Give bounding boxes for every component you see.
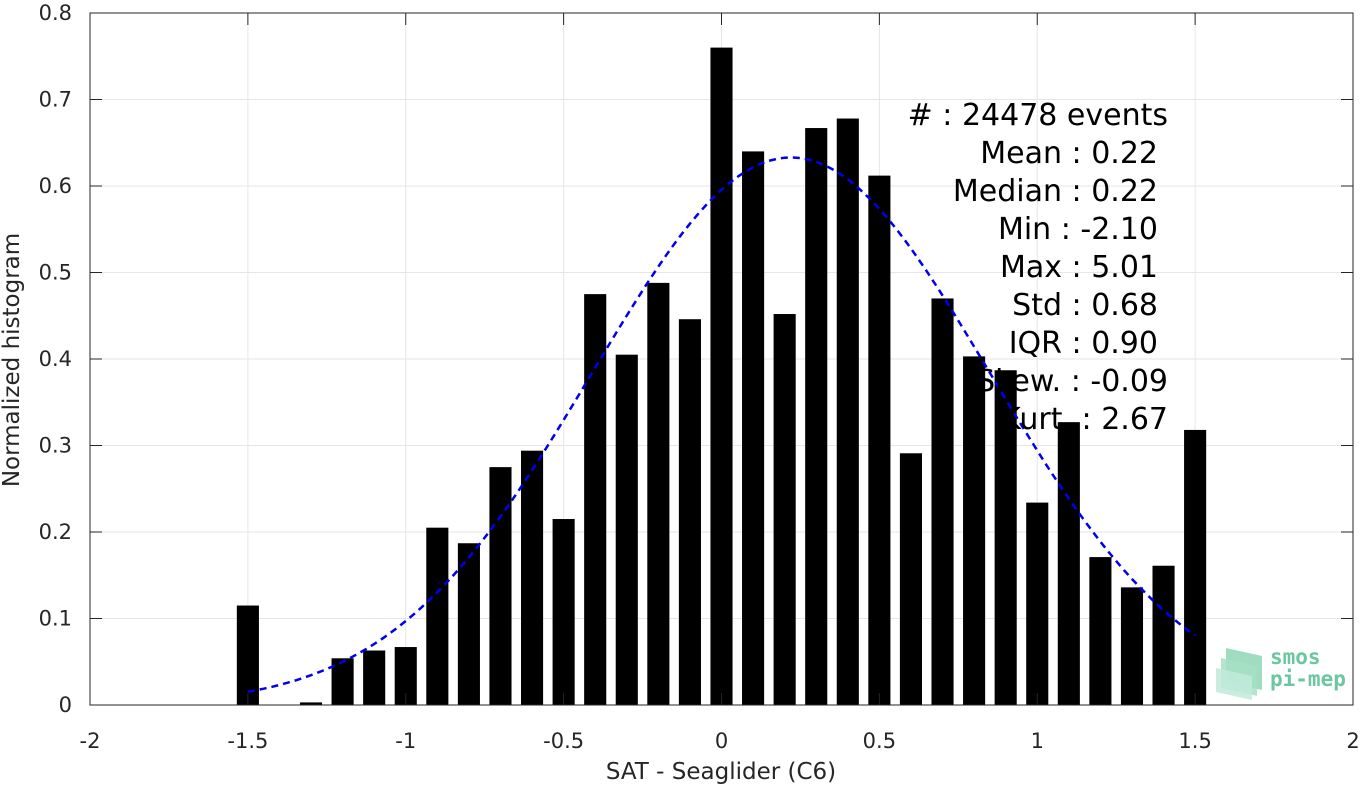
y-axis-label: Normalized histogram [0,233,25,487]
histogram-bar [1184,429,1207,705]
histogram-bar [552,519,575,705]
histogram-bar [426,527,449,705]
histogram-bar [1057,422,1080,705]
y-tick-label: 0.8 [39,1,72,25]
histogram-bar [584,294,607,705]
histogram-bar [868,175,891,705]
histogram-bar [931,298,954,705]
x-tick-label: -0.5 [543,729,584,753]
histogram-bar [615,354,638,705]
stats-line: Max : 5.01 [1000,250,1158,285]
stats-line: Std : 0.68 [1012,288,1158,323]
histogram-bar [489,467,512,705]
gaussian-fit-curve [247,156,1196,694]
histogram-bar [899,453,923,705]
histogram-bar [236,605,259,705]
y-tick-label: 0.1 [39,607,72,631]
histogram-bar [805,128,828,706]
histogram-bars [236,47,1207,706]
logo-line2: pi-mep [1270,667,1346,691]
histogram-bar [1152,565,1175,705]
stats-line: Min : -2.10 [998,212,1158,247]
y-tick-label: 0.3 [39,434,72,458]
y-tick-label: 0.5 [39,261,72,285]
histogram-bar [1120,587,1144,705]
histogram-bar [647,282,670,705]
stats-line: Kurt. : 2.67 [1001,402,1168,437]
histogram-bar [994,370,1017,705]
y-tick-label: 0.7 [39,88,72,112]
histogram-bar [678,319,701,705]
axes-frame [89,12,1354,706]
y-tick-label: 0.2 [39,520,72,544]
x-tick-label: -1.5 [227,729,268,753]
x-tick-label: -2 [80,729,101,753]
histogram-bar [394,647,417,705]
smos-pimep-logo: smos pi-mep [1216,645,1346,700]
y-tick-label: 0.4 [39,347,72,371]
x-tick-labels: -2 -1.5 -1 -0.5 0 0.5 1 1.5 2 [80,729,1360,753]
stats-line: Skew. : -0.09 [976,364,1168,399]
stats-line: IQR : 0.90 [1009,326,1158,361]
histogram-bar [710,47,733,706]
y-tick-labels: 0 0.1 0.2 0.3 0.4 0.5 0.6 0.7 0.8 [39,1,72,717]
stats-line: Mean : 0.22 [980,136,1158,171]
stats-line: Median : 0.22 [953,174,1158,209]
x-tick-label: 1 [1031,729,1044,753]
x-tick-label: -1 [395,729,416,753]
x-tick-label: 0 [715,729,728,753]
histogram-bar [963,356,986,705]
x-tick-label: 0.5 [863,729,896,753]
y-tick-label: 0 [59,693,72,717]
x-tick-label: 1.5 [1178,729,1211,753]
logo-mark-icon [1216,648,1262,700]
x-tick-label: 2 [1346,729,1359,753]
histogram-bar [520,450,544,705]
histogram-bar [773,314,796,705]
histogram-bar [299,702,323,705]
histogram-bar [1026,502,1049,705]
histogram-bar [1089,557,1112,705]
logo-line1: smos [1270,645,1321,669]
histogram-bar [331,658,354,705]
histogram-bar [363,650,386,705]
histogram-bar [742,151,765,705]
stats-line: # : 24478 events [908,98,1168,133]
x-axis-label: SAT - Seaglider (C6) [606,759,836,785]
histogram-bar [457,543,480,705]
histogram-bar [836,118,859,705]
y-tick-label: 0.6 [39,174,72,198]
